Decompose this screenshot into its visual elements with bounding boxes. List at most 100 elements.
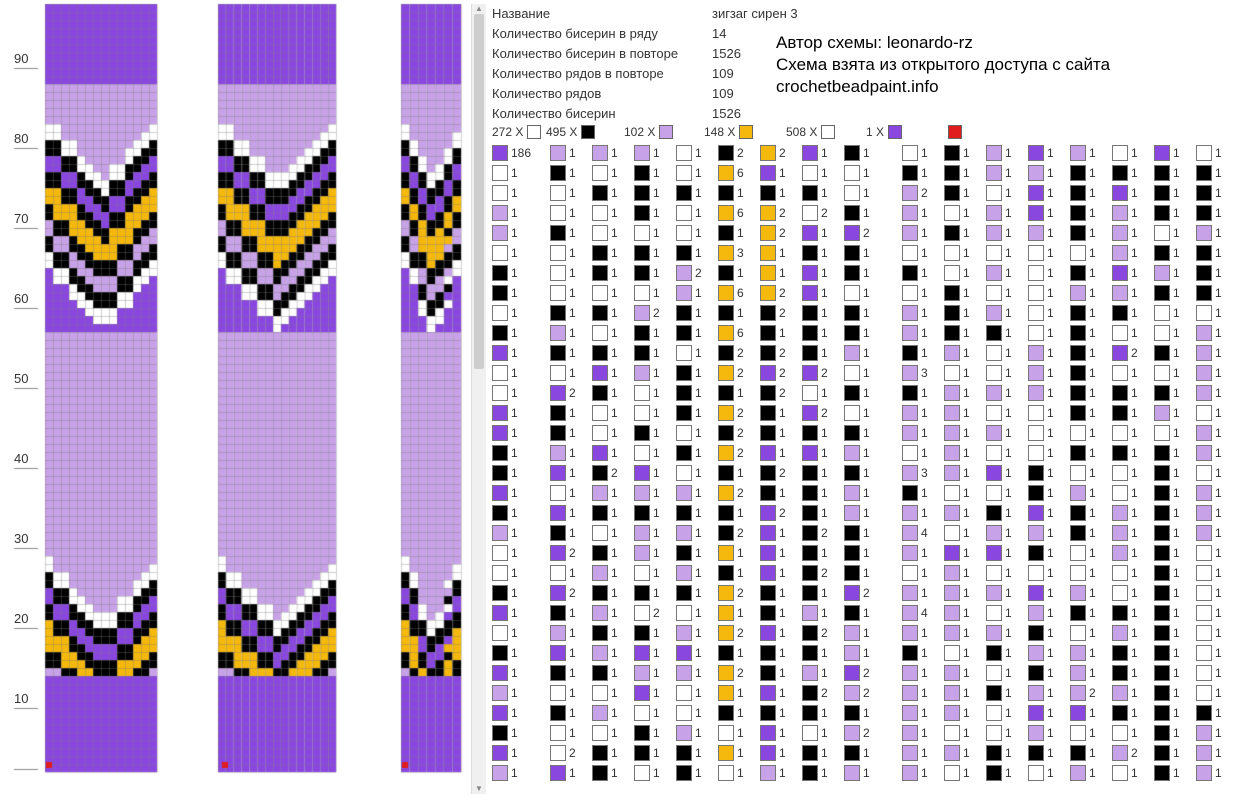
bead-count: 1: [963, 526, 970, 540]
scroll-up-icon[interactable]: ▲: [475, 4, 483, 13]
bead-count: 1: [1131, 226, 1138, 240]
bead-count: 1: [695, 646, 702, 660]
bead-swatch: [676, 505, 692, 521]
bead-swatch: [1070, 545, 1086, 561]
bead-count: 1: [963, 566, 970, 580]
bead-count: 1: [1131, 666, 1138, 680]
bead-swatch: [944, 525, 960, 541]
bead-swatch: [634, 225, 650, 241]
bead-count: 1: [1005, 186, 1012, 200]
bead-count: 2: [737, 666, 744, 680]
bead-swatch: [1070, 325, 1086, 341]
bead-swatch: [1112, 765, 1128, 781]
bead-count: 1: [1131, 706, 1138, 720]
bead-swatch: [634, 285, 650, 301]
bead-swatch: [634, 705, 650, 721]
bead-swatch: [902, 405, 918, 421]
bead-count: 1: [611, 526, 618, 540]
bead-swatch: [718, 325, 734, 341]
bead-swatch: [844, 545, 860, 561]
bead-count: 1: [863, 366, 870, 380]
row-number-label: 50: [14, 371, 29, 386]
bead-count: 1: [963, 586, 970, 600]
bead-count: 1: [963, 346, 970, 360]
bead-swatch: [802, 545, 818, 561]
scrollbar[interactable]: ▲ ▼: [471, 4, 486, 794]
bead-swatch: [592, 245, 608, 261]
bead-count: 1: [695, 386, 702, 400]
bead-swatch: [902, 565, 918, 581]
bead-swatch: [718, 545, 734, 561]
bead-swatch: [1112, 505, 1128, 521]
bead-swatch: [1154, 265, 1170, 281]
bead-swatch: [944, 405, 960, 421]
legend-count: 508 X: [786, 124, 818, 139]
bead-count: 1: [1089, 706, 1096, 720]
bead-count: 1: [1047, 666, 1054, 680]
author-line: Автор схемы: leonardo-rz: [776, 33, 973, 52]
bead-swatch: [1112, 525, 1128, 541]
bead-count: 1: [863, 446, 870, 460]
bead-swatch: [986, 585, 1002, 601]
bead-swatch: [1028, 185, 1044, 201]
bead-swatch: [1028, 165, 1044, 181]
bead-count: 1: [611, 746, 618, 760]
bead-swatch: [902, 485, 918, 501]
bead-swatch: [902, 345, 918, 361]
bead-swatch: [760, 305, 776, 321]
bead-swatch: [902, 765, 918, 781]
bead-count: 1: [569, 146, 576, 160]
bead-swatch: [844, 385, 860, 401]
bead-swatch: [944, 365, 960, 381]
bead-swatch: [592, 485, 608, 501]
bead-swatch: [676, 385, 692, 401]
bead-swatch: [1196, 705, 1212, 721]
bead-swatch: [634, 545, 650, 561]
bead-swatch: [986, 265, 1002, 281]
bead-swatch: [634, 525, 650, 541]
bead-swatch: [634, 605, 650, 621]
legend-item: 1 X: [866, 124, 903, 142]
bead-count: 2: [569, 746, 576, 760]
bead-swatch: [902, 665, 918, 681]
bead-count: 1: [1047, 246, 1054, 260]
bead-count: 1: [1089, 486, 1096, 500]
bead-swatch: [718, 765, 734, 781]
bead-count: 1: [511, 506, 518, 520]
bead-count: 1: [821, 466, 828, 480]
bead-count: 2: [821, 686, 828, 700]
bead-swatch: [844, 765, 860, 781]
bead-count: 1: [779, 246, 786, 260]
bead-swatch: [718, 205, 734, 221]
bead-count: 1: [821, 266, 828, 280]
bead-count: 1: [963, 626, 970, 640]
bead-swatch: [1154, 545, 1170, 561]
bead-swatch: [592, 165, 608, 181]
bead-count: 2: [737, 486, 744, 500]
bead-count: 1: [921, 326, 928, 340]
bead-count: 1: [695, 146, 702, 160]
bead-count: 1: [511, 666, 518, 680]
bead-swatch: [718, 725, 734, 741]
bead-swatch: [1070, 585, 1086, 601]
color-swatch: [527, 124, 542, 139]
bead-swatch: [492, 585, 508, 601]
bead-swatch: [592, 665, 608, 681]
bead-swatch: [492, 285, 508, 301]
bead-swatch: [492, 665, 508, 681]
bead-swatch: [634, 765, 650, 781]
scroll-down-icon[interactable]: ▼: [475, 784, 483, 793]
bead-swatch: [1196, 325, 1212, 341]
bead-count: 1: [653, 386, 660, 400]
bead-count: 1: [1131, 586, 1138, 600]
bead-swatch: [986, 725, 1002, 741]
bead-swatch: [1112, 225, 1128, 241]
bead-swatch: [550, 645, 566, 661]
bead-count: 1: [1131, 646, 1138, 660]
bead-count: 1: [695, 446, 702, 460]
bead-count: 1: [1089, 286, 1096, 300]
legend-count: 272 X: [492, 124, 524, 139]
scrollbar-thumb[interactable]: [474, 14, 484, 369]
bead-count: 1: [611, 386, 618, 400]
bead-swatch: [1154, 245, 1170, 261]
